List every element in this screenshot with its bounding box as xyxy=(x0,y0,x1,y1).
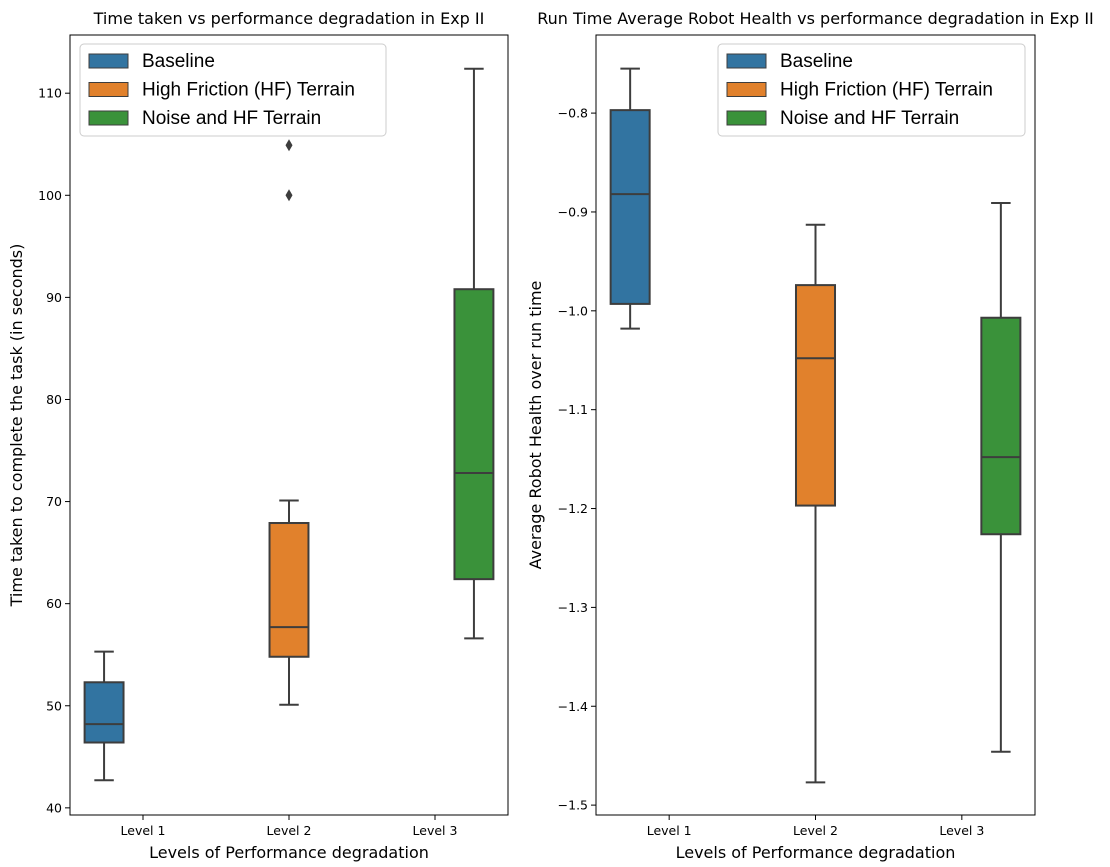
y-tick-label: 70 xyxy=(46,494,62,509)
legend: Baseline High Friction (HF) Terrain Noise … xyxy=(717,43,1026,137)
outlier-point xyxy=(285,139,293,152)
y-tick-label: 60 xyxy=(46,596,62,611)
box-body xyxy=(83,681,125,744)
legend-label: High Friction (HF) Terrain xyxy=(142,80,355,101)
y-tick-label: −1.3 xyxy=(558,600,588,615)
right-chart-panel: Run Time Average Robot Health vs perform… xyxy=(526,9,1094,862)
y-tick-label: 110 xyxy=(38,86,62,101)
y-tick-label: 80 xyxy=(46,392,62,407)
legend-label: Baseline xyxy=(142,51,215,72)
box-body xyxy=(794,284,837,507)
legend-swatch xyxy=(88,82,129,97)
right-y-axis-label: Average Robot Health over run time xyxy=(526,281,545,570)
y-tick-label: 90 xyxy=(46,290,62,305)
legend-swatch xyxy=(88,53,129,69)
y-tick-label: 50 xyxy=(46,698,62,713)
y-tick-label: −1.5 xyxy=(558,798,588,813)
y-tick-label: −0.9 xyxy=(558,204,588,219)
left-chart-panel: Time taken vs performance degradation in… xyxy=(7,9,509,862)
y-tick-label: −1.4 xyxy=(558,699,588,714)
plot-frame xyxy=(595,34,1036,816)
x-tick-label: Level 3 xyxy=(939,823,984,838)
box-2 xyxy=(268,139,310,706)
right-x-axis-label: Levels of Performance degradation xyxy=(676,843,956,862)
box-body xyxy=(453,288,495,581)
right-chart-title: Run Time Average Robot Health vs perform… xyxy=(537,9,1094,28)
legend-box xyxy=(717,43,1026,137)
legend: Baseline High Friction (HF) Terrain Noise … xyxy=(79,43,387,137)
legend-swatch xyxy=(726,53,767,69)
legend-label: Baseline xyxy=(780,51,853,72)
outlier-point xyxy=(285,189,293,202)
legend-box xyxy=(79,43,387,137)
box-2 xyxy=(794,223,837,784)
x-tick-label: Level 2 xyxy=(267,823,312,838)
legend-swatch xyxy=(726,110,767,126)
box-3 xyxy=(453,67,495,640)
x-tick-label: Level 1 xyxy=(647,823,692,838)
box-body xyxy=(268,522,310,658)
box-1 xyxy=(609,67,651,330)
y-tick-label: −1.1 xyxy=(558,402,588,417)
plot-frame xyxy=(69,34,509,816)
y-tick-label: −1.0 xyxy=(558,303,588,318)
legend-label: High Friction (HF) Terrain xyxy=(780,80,993,101)
y-tick-label: −1.2 xyxy=(558,501,588,516)
legend-swatch xyxy=(88,110,129,126)
legend-swatch xyxy=(726,82,767,97)
left-y-axis-label: Time taken to complete the task (in seco… xyxy=(7,244,26,608)
left-x-axis-label: Levels of Performance degradation xyxy=(149,843,429,862)
left-chart-title: Time taken vs performance degradation in… xyxy=(93,9,485,28)
x-tick-label: Level 2 xyxy=(793,823,838,838)
box-3 xyxy=(980,202,1022,753)
legend-label: Noise and HF Terrain xyxy=(142,108,321,129)
y-tick-label: −0.8 xyxy=(558,106,588,121)
box-body xyxy=(980,316,1022,536)
x-tick-label: Level 3 xyxy=(413,823,458,838)
y-tick-label: 100 xyxy=(38,188,62,203)
box-body xyxy=(609,109,651,305)
y-tick-label: 40 xyxy=(46,800,62,815)
legend-label: Noise and HF Terrain xyxy=(780,108,959,129)
box-1 xyxy=(83,650,125,782)
x-tick-label: Level 1 xyxy=(121,823,166,838)
